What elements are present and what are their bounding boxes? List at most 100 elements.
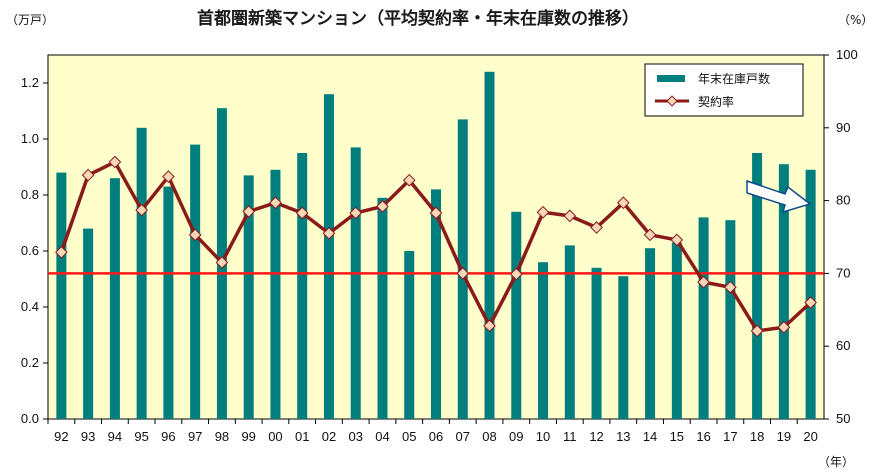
y-left-tick-labels: 0.0 0.2 0.4 0.6 0.8 1.0 1.2 <box>21 75 39 426</box>
x-tick-label: 95 <box>134 429 148 444</box>
x-tick-label: 92 <box>54 429 68 444</box>
legend-bar-label: 年末在庫戸数 <box>698 71 770 86</box>
x-tick-label: 16 <box>696 429 710 444</box>
x-tick-label: 11 <box>563 429 577 444</box>
x-tick-label: 93 <box>81 429 95 444</box>
point-98 <box>215 256 229 269</box>
x-tick-label: 14 <box>643 429 657 444</box>
point-97 <box>188 228 202 242</box>
x-tick-label: 03 <box>348 429 362 444</box>
x-tick-label: 02 <box>322 429 336 444</box>
bar-04 <box>377 197 388 419</box>
x-tick-label: 09 <box>509 429 523 444</box>
y-left-tick-label: 1.0 <box>21 131 39 146</box>
x-tick-labels: 92 93 94 95 96 97 98 99 00 01 02 03 04 05 06 07 08 09 10 11… <box>54 429 818 444</box>
y-right-tick-label: 100 <box>836 47 858 62</box>
x-tick-label: 18 <box>750 429 764 444</box>
point-18 <box>750 324 764 338</box>
x-tick-label: 00 <box>268 429 282 444</box>
y-right-tick-label: 60 <box>836 338 850 353</box>
bar-16 <box>698 217 709 419</box>
y-left-tick-label: 0.6 <box>21 243 39 258</box>
point-93 <box>81 168 95 182</box>
y-right-tick-labels: 50 60 70 80 90 100 <box>836 47 858 426</box>
point-96 <box>162 170 175 183</box>
bar-14 <box>645 248 656 419</box>
bar-00 <box>270 169 281 419</box>
bar-12 <box>591 267 602 419</box>
y-left-tick-label: 0.2 <box>21 355 39 370</box>
point-10 <box>536 205 550 219</box>
bar-08 <box>484 71 495 420</box>
bar-02 <box>323 94 334 419</box>
left-axis-unit: （万戸） <box>6 13 54 27</box>
bar-19 <box>778 164 789 419</box>
point-07 <box>456 267 470 280</box>
bar-06 <box>431 189 441 419</box>
arrow-icon <box>746 179 812 214</box>
y-right-tick-label: 80 <box>836 193 850 208</box>
x-tick-label: 04 <box>375 429 389 444</box>
x-axis-unit: （年） <box>818 455 854 469</box>
x-tick-label: 99 <box>241 429 255 444</box>
point-08 <box>483 319 496 333</box>
axes <box>43 54 829 424</box>
bar-10 <box>538 262 549 419</box>
bar-92 <box>56 172 67 419</box>
bar-09 <box>511 211 522 419</box>
y-left-tick-label: 0.4 <box>21 299 39 314</box>
x-tick-label: 96 <box>161 429 175 444</box>
point-20 <box>804 296 817 309</box>
point-11 <box>563 209 577 223</box>
bar-94 <box>109 178 120 419</box>
x-tick-label: 07 <box>456 429 470 444</box>
point-04 <box>376 200 389 213</box>
right-axis-unit: （%） <box>838 13 873 27</box>
x-tick-label: 94 <box>108 429 122 444</box>
x-tick-label: 17 <box>723 429 737 444</box>
bar-05 <box>404 251 415 419</box>
legend: 年末在庫戸数 契約率 <box>644 63 804 117</box>
legend-bar-swatch <box>657 75 685 82</box>
point-16 <box>697 275 710 289</box>
line-series <box>55 155 817 338</box>
bar-18 <box>752 153 763 419</box>
y-left-tick-label: 0.8 <box>21 187 39 202</box>
x-tick-label: 06 <box>429 429 443 444</box>
bar-99 <box>243 175 254 419</box>
bar-20 <box>805 169 816 419</box>
legend-line-marker <box>666 95 678 107</box>
callout-arrow <box>746 179 812 214</box>
bar-96 <box>163 186 174 419</box>
bar-11 <box>564 245 575 419</box>
y-right-tick-label: 50 <box>836 411 850 426</box>
point-00 <box>269 196 282 210</box>
legend-box <box>644 63 804 117</box>
point-06 <box>429 206 443 220</box>
y-left-tick-label: 0.0 <box>21 411 39 426</box>
bar-13 <box>618 276 629 419</box>
point-09 <box>509 267 523 281</box>
bar-03 <box>350 147 361 419</box>
point-01 <box>295 206 309 220</box>
chart-title: 首都圏新築マンション（平均契約率・年末在庫数の推移） <box>197 8 639 29</box>
point-17 <box>723 280 737 294</box>
y-left-tick-label: 1.2 <box>21 75 39 90</box>
x-tick-label: 12 <box>589 429 603 444</box>
x-tick-label: 19 <box>777 429 791 444</box>
y-right-tick-label: 70 <box>836 265 850 280</box>
point-99 <box>242 205 256 218</box>
point-19 <box>777 320 791 334</box>
bar-17 <box>725 220 736 419</box>
bar-97 <box>190 144 201 419</box>
x-tick-label: 20 <box>803 429 817 444</box>
x-tick-label: 97 <box>188 429 202 444</box>
x-tick-label: 98 <box>215 429 229 444</box>
legend-line-label: 契約率 <box>698 94 734 109</box>
point-94 <box>108 155 122 169</box>
point-05 <box>402 173 416 187</box>
point-13 <box>616 196 630 210</box>
x-tick-label: 05 <box>402 429 416 444</box>
point-12 <box>590 221 603 234</box>
